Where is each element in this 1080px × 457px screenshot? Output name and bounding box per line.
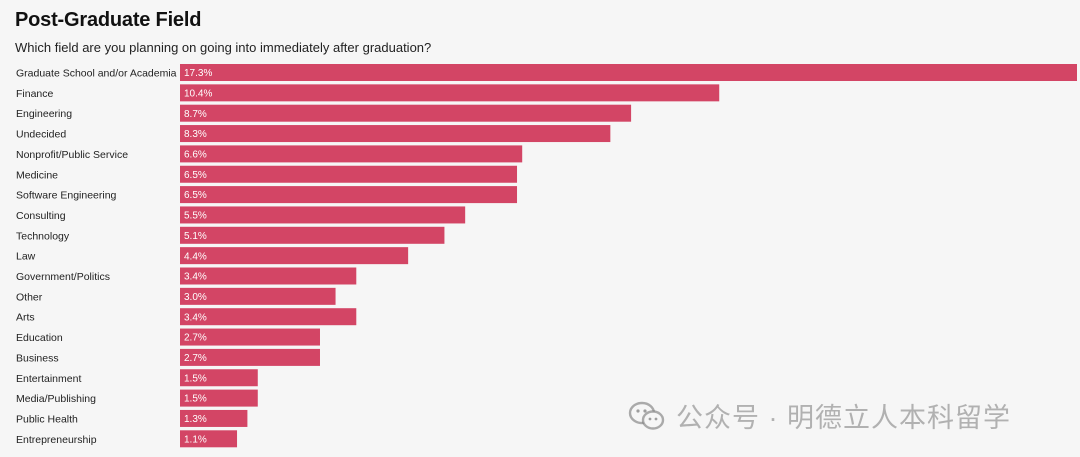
value-label: 3.0% — [184, 292, 207, 303]
bar — [180, 348, 320, 366]
category-label: Technology — [16, 230, 70, 242]
chart-title: Post-Graduate Field — [15, 9, 202, 31]
watermark: 公众号 · 明德立人本科留学 — [628, 396, 1011, 435]
category-label: Nonprofit/Public Service — [16, 149, 128, 161]
bar — [180, 165, 518, 183]
value-label: 5.5% — [184, 211, 207, 222]
bar — [180, 267, 357, 285]
bar — [180, 328, 320, 346]
category-label: Law — [16, 251, 36, 263]
category-label: Arts — [16, 312, 35, 324]
bar — [180, 206, 466, 224]
bar — [180, 104, 632, 122]
category-label: Finance — [16, 88, 54, 100]
bar — [180, 389, 258, 407]
value-label: 2.7% — [184, 333, 207, 344]
bar — [180, 369, 258, 387]
value-label: 3.4% — [184, 272, 207, 283]
wechat-icon — [628, 401, 665, 430]
bar — [180, 287, 336, 305]
category-label: Education — [16, 332, 63, 344]
category-label: Other — [16, 291, 43, 303]
category-label: Engineering — [16, 108, 72, 120]
value-label: 1.3% — [184, 414, 207, 425]
category-label: Business — [16, 352, 59, 364]
bar — [180, 145, 523, 163]
value-label: 8.3% — [184, 129, 207, 140]
value-label: 6.5% — [184, 190, 207, 201]
category-label: Graduate School and/or Academia — [16, 68, 177, 80]
value-label: 17.3% — [184, 68, 212, 79]
value-label: 1.1% — [184, 434, 207, 445]
bar — [180, 186, 518, 204]
category-label: Software Engineering — [16, 190, 117, 202]
value-label: 2.7% — [184, 353, 207, 364]
bar — [180, 125, 611, 143]
bar — [180, 409, 248, 427]
value-label: 3.4% — [184, 312, 207, 323]
bar — [180, 64, 1077, 81]
chart-subtitle: Which field are you planning on going in… — [15, 40, 432, 55]
value-label: 4.4% — [184, 251, 207, 262]
value-label: 6.6% — [184, 150, 207, 161]
category-label: Government/Politics — [16, 271, 110, 283]
bar — [180, 247, 409, 265]
watermark-text: 公众号 · 明德立人本科留学 — [676, 403, 1011, 433]
category-label: Medicine — [16, 169, 58, 181]
category-label: Consulting — [16, 210, 66, 222]
value-label: 1.5% — [184, 394, 207, 405]
category-label: Undecided — [16, 129, 66, 141]
category-label: Entrepreneurship — [16, 434, 97, 446]
bar — [180, 308, 357, 326]
value-label: 1.5% — [184, 373, 207, 384]
value-label: 8.7% — [184, 109, 207, 120]
category-label: Entertainment — [16, 373, 81, 385]
bar — [180, 430, 238, 448]
category-label: Media/Publishing — [16, 393, 96, 405]
bar — [180, 84, 720, 102]
value-label: 6.5% — [184, 170, 207, 181]
bar — [180, 226, 445, 244]
value-label: 5.1% — [184, 231, 207, 242]
value-label: 10.4% — [184, 88, 212, 99]
category-label: Public Health — [16, 413, 78, 425]
